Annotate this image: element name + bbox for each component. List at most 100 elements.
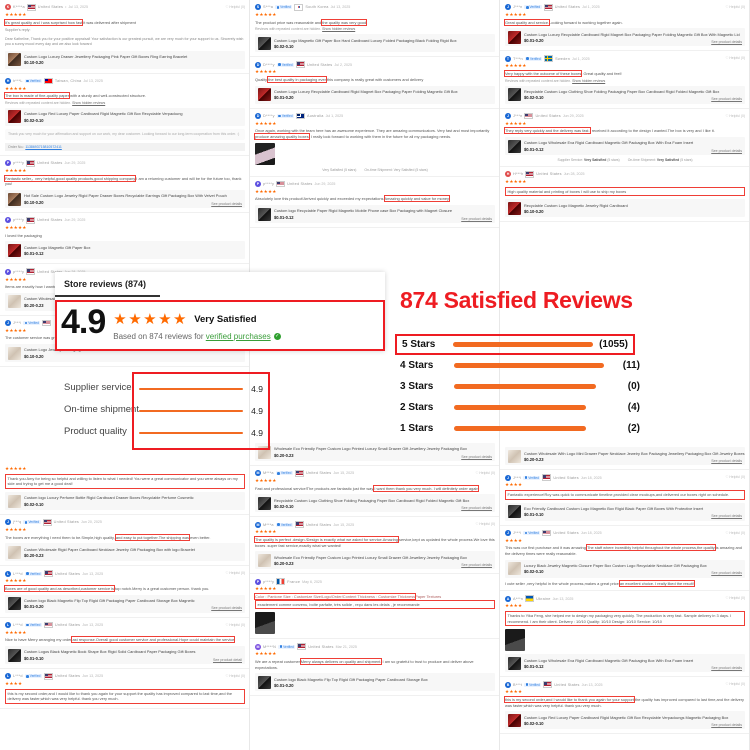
- review-card: ♡ Helpful (0) L L***d Verified United St…: [0, 566, 250, 618]
- avatar: J: [505, 474, 511, 481]
- reviewer-name: p****y: [263, 579, 275, 584]
- product-name: Wholesale Eco Friendly Paper Custom Logo…: [274, 446, 467, 452]
- product-card[interactable]: Custom Logo Magnetic Gift Paper Box $0.0…: [5, 241, 245, 260]
- show-hidden-link[interactable]: Show hidden reviews: [322, 27, 356, 32]
- star-distribution-row[interactable]: 3 Stars (0): [400, 376, 640, 397]
- helpful-count[interactable]: ♡ Helpful (0): [225, 5, 245, 9]
- see-product-details-link[interactable]: See product details: [211, 606, 242, 611]
- product-card[interactable]: Luxury Black Jewelry Magnetic Closure Pa…: [505, 559, 745, 578]
- see-product-details-link[interactable]: See product details: [711, 665, 742, 670]
- show-hidden-link[interactable]: Show hidden reviews: [572, 78, 606, 83]
- product-card[interactable]: Wholesale Eco Friendly Paper Custom Logo…: [255, 551, 495, 570]
- see-product-details-link[interactable]: See product details: [711, 39, 742, 44]
- review-card: ♡ Helpful (0) J J***i Verified United St…: [500, 525, 750, 592]
- star-distribution-row[interactable]: 5 Stars (1055): [395, 334, 635, 355]
- panel-title: Store reviews (874): [64, 279, 147, 289]
- see-product-details-link[interactable]: See product details: [711, 571, 742, 576]
- flag-icon: [43, 621, 53, 629]
- review-date-value: Jul 13, 2025: [83, 78, 103, 83]
- product-card[interactable]: Custom Wholesale With Logo Mini Drawer P…: [505, 447, 745, 466]
- order-number-link[interactable]: 1138693715810572411: [25, 145, 62, 150]
- verified-purchases-link[interactable]: verified purchases: [205, 331, 271, 341]
- product-card[interactable]: Custom Logo Wholesale Eva Rigid Cardboar…: [505, 654, 745, 673]
- product-card[interactable]: Custom Logos Black Magnetic Book Shape B…: [5, 646, 245, 665]
- review-card: H h***L Verified Taiwan, China Jul 13, 2…: [0, 73, 250, 157]
- star-rating: ★★★★★: [255, 586, 277, 592]
- helpful-count[interactable]: ♡ Helpful (0): [225, 622, 245, 627]
- product-card[interactable]: Hot Sale Custom Logo Jewelry Rigid Paper…: [5, 190, 245, 209]
- helpful-count[interactable]: ♡ Helpful (0): [225, 674, 245, 679]
- product-card[interactable]: Custom Logo Luxury Recyclable Cardboard …: [255, 85, 495, 104]
- star-distribution-row[interactable]: 4 Stars (11): [400, 355, 640, 376]
- product-card[interactable]: Custom logo Black Magnetic Flip Top Rigi…: [255, 673, 495, 692]
- review-date-value: Jun 28, 2025: [563, 172, 585, 177]
- verified-label: Verified: [28, 321, 39, 326]
- helpful-count[interactable]: ♡ Helpful (0): [725, 530, 745, 535]
- see-product-details-link[interactable]: See product details: [711, 458, 742, 463]
- product-card[interactable]: Custom Logo Red Luxury Paper Cardboard R…: [5, 107, 245, 126]
- review-card: ★★★★★ Thank you Amy for being so helpful…: [0, 463, 250, 516]
- product-card[interactable]: Custom Logo Wholesale Eva Rigid Cardboar…: [505, 137, 745, 156]
- product-card[interactable]: Custom Logo Luxury Drawer Jewellery Pack…: [5, 50, 245, 69]
- review-date-value: Jul 2, 2025: [334, 62, 352, 67]
- review-text-rest: ,the quality has improved compared to la…: [505, 697, 744, 708]
- helpful-count[interactable]: ♡ Helpful (0): [725, 682, 745, 687]
- helpful-count[interactable]: ♡ Helpful (0): [725, 596, 745, 601]
- product-price: $0.01-0.12: [274, 214, 294, 220]
- product-info: Custom Logo Magnetic Gift Paper Box $0.0…: [24, 245, 242, 257]
- reviewer-country: United States: [308, 644, 334, 649]
- star-distribution-row[interactable]: 2 Stars (4): [400, 397, 640, 418]
- review-card: ♡ Helpful (0) L L***d Verified United St…: [0, 669, 250, 710]
- product-card[interactable]: Custom logo Black Magnetic Flip Top Rigi…: [5, 594, 245, 613]
- see-product-details-link[interactable]: See product details: [711, 148, 742, 153]
- review-text: Quality the best quality in packaging ev…: [255, 75, 495, 84]
- review-photo[interactable]: [505, 629, 525, 652]
- star-distribution-row[interactable]: 1 Stars (2): [400, 418, 640, 439]
- show-hidden-link[interactable]: Show hidden reviews: [72, 100, 106, 105]
- metric-bar: [139, 387, 243, 391]
- see-product-details-link[interactable]: See product details: [711, 722, 742, 727]
- product-card[interactable]: Custom logo Luxury Perfume Bottle Rigid …: [5, 492, 245, 511]
- avatar: K: [5, 4, 11, 11]
- product-info: Custom logo Luxury Perfume Bottle Rigid …: [24, 495, 242, 507]
- product-card[interactable]: Recyclable Custom Logo Magnetic Jewelry …: [505, 199, 745, 218]
- product-card[interactable]: Recyclable Custom Logo Clothing Shoe Fol…: [255, 494, 495, 513]
- helpful-count[interactable]: ♡ Helpful (0): [475, 471, 495, 476]
- product-price: $0.02-0.10: [524, 569, 544, 575]
- reviewer-name: p****y: [263, 181, 275, 186]
- product-thumbnail: [258, 553, 271, 567]
- review-header: J J***i Verified: [5, 319, 245, 327]
- see-product-details-link[interactable]: See product details: [461, 454, 492, 459]
- flag-icon: [43, 570, 53, 577]
- helpful-count[interactable]: ♡ Helpful (0): [725, 113, 745, 118]
- helpful-count[interactable]: ♡ Helpful (0): [475, 522, 495, 527]
- reviewer-name: L***d: [13, 623, 23, 628]
- helpful-count[interactable]: ♡ Helpful (0): [225, 571, 245, 576]
- reviewer-name: H***h: [513, 172, 524, 177]
- see-product-details-link[interactable]: See product details: [461, 216, 492, 221]
- see-product-details-link[interactable]: See product details: [461, 505, 492, 510]
- star-rating: ★★★★★: [255, 120, 277, 126]
- see-product-details-link[interactable]: See product detail: [213, 657, 242, 662]
- product-card[interactable]: Recyclable Custom Logo Clothing Shoe Fol…: [505, 85, 745, 104]
- see-product-details-link[interactable]: See product details: [211, 201, 242, 206]
- review-extra-text: I cute seller ,very helpful in the whole…: [505, 579, 745, 588]
- star-rating: ★★★★★: [505, 179, 527, 185]
- product-card[interactable]: Eco Friendly Cardboard Custom Logo Magne…: [505, 502, 745, 521]
- avatar: J: [505, 530, 511, 537]
- helpful-count[interactable]: ♡ Helpful (0): [725, 56, 745, 61]
- product-card[interactable]: Custom logo Recyclable Paper Rigid Magne…: [255, 205, 495, 224]
- see-product-details-link[interactable]: See product details: [711, 97, 742, 102]
- product-card[interactable]: Custom Logo Red Luxury Paper Cardboard R…: [505, 711, 745, 730]
- panel-underline: [55, 295, 160, 297]
- see-product-details-link[interactable]: See product details: [711, 514, 742, 519]
- review-photo[interactable]: [255, 612, 275, 635]
- see-product-details-link[interactable]: See product details: [461, 562, 492, 567]
- product-card[interactable]: Custom Logo Magnetic Gift Paper Box Hard…: [255, 34, 495, 53]
- reviewer-name: L***d: [13, 571, 23, 576]
- review-photo[interactable]: [255, 142, 275, 165]
- helpful-count[interactable]: ♡ Helpful (0): [725, 5, 745, 9]
- helpful-count[interactable]: ♡ Helpful (0): [725, 475, 745, 480]
- product-card[interactable]: Custom Logo Luxury Recyclable Cardboard …: [505, 28, 745, 47]
- product-card[interactable]: Custom Wholesale Rigid Paper Cardboard N…: [5, 543, 245, 562]
